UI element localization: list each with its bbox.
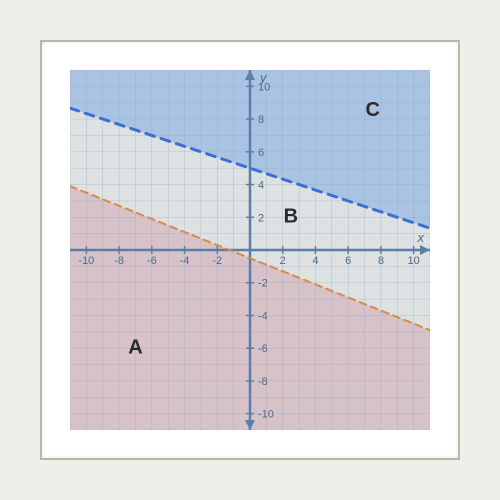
svg-text:x: x bbox=[417, 230, 425, 245]
svg-text:-2: -2 bbox=[258, 278, 268, 290]
svg-text:A: A bbox=[128, 336, 142, 358]
svg-text:B: B bbox=[284, 206, 298, 228]
svg-text:-10: -10 bbox=[78, 255, 94, 267]
svg-text:-4: -4 bbox=[180, 255, 190, 267]
svg-text:8: 8 bbox=[258, 114, 264, 126]
plane-svg: -10-8-6-4-2246810-10-8-6-4-2246810xyABC bbox=[70, 70, 430, 430]
svg-text:C: C bbox=[366, 99, 380, 121]
svg-text:2: 2 bbox=[258, 212, 264, 224]
svg-text:-8: -8 bbox=[114, 255, 124, 267]
svg-text:-6: -6 bbox=[147, 255, 157, 267]
svg-text:10: 10 bbox=[408, 255, 420, 267]
svg-text:-10: -10 bbox=[258, 409, 274, 421]
image-frame: -10-8-6-4-2246810-10-8-6-4-2246810xyABC bbox=[40, 40, 460, 460]
svg-text:-2: -2 bbox=[212, 255, 222, 267]
svg-text:-4: -4 bbox=[258, 310, 268, 322]
svg-text:-6: -6 bbox=[258, 343, 268, 355]
svg-text:8: 8 bbox=[378, 255, 384, 267]
svg-text:6: 6 bbox=[345, 255, 351, 267]
svg-text:4: 4 bbox=[258, 180, 264, 192]
coordinate-plane: -10-8-6-4-2246810-10-8-6-4-2246810xyABC bbox=[70, 70, 430, 430]
svg-text:6: 6 bbox=[258, 147, 264, 159]
svg-text:2: 2 bbox=[280, 255, 286, 267]
svg-text:4: 4 bbox=[312, 255, 318, 267]
svg-text:-8: -8 bbox=[258, 376, 268, 388]
